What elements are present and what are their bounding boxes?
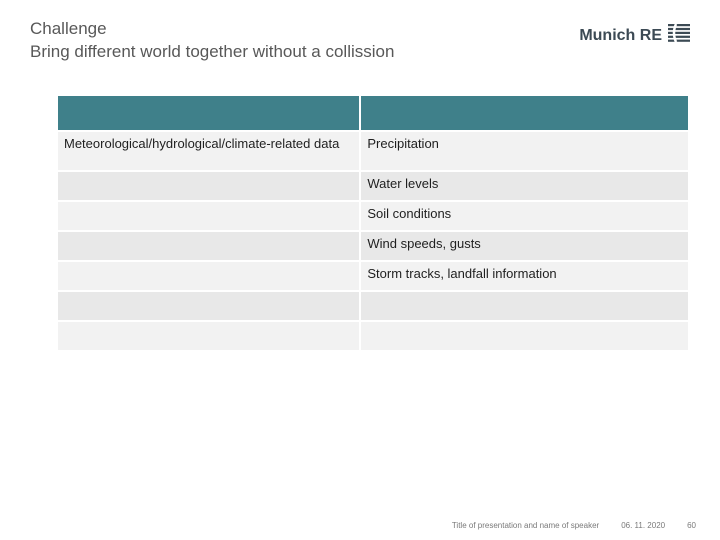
table-cell: Precipitation bbox=[360, 131, 689, 171]
table-cell bbox=[57, 291, 360, 321]
table-row: Wind speeds, gusts bbox=[57, 231, 689, 261]
table-row: Soil conditions bbox=[57, 201, 689, 231]
table-cell bbox=[57, 261, 360, 291]
table-cell: Water levels bbox=[360, 171, 689, 201]
table-row bbox=[57, 321, 689, 351]
table-row: Storm tracks, landfall information bbox=[57, 261, 689, 291]
logo-text: Munich RE bbox=[579, 27, 662, 45]
title-block: Challenge Bring different world together… bbox=[30, 18, 394, 64]
table-cell bbox=[360, 321, 689, 351]
logo-mark-icon bbox=[668, 24, 690, 47]
title-line-1: Challenge bbox=[30, 18, 394, 41]
data-table: Meteorological/hydrological/climate-rela… bbox=[56, 94, 690, 352]
table-cell: Soil conditions bbox=[360, 201, 689, 231]
table-header-cell bbox=[360, 95, 689, 131]
table-cell bbox=[57, 201, 360, 231]
table-cell: Meteorological/hydrological/climate-rela… bbox=[57, 131, 360, 171]
table-row bbox=[57, 291, 689, 321]
slide-header: Challenge Bring different world together… bbox=[0, 0, 720, 64]
table-cell bbox=[57, 171, 360, 201]
table-cell: Wind speeds, gusts bbox=[360, 231, 689, 261]
table-row: Water levels bbox=[57, 171, 689, 201]
table-header-cell bbox=[57, 95, 360, 131]
title-line-2: Bring different world together without a… bbox=[30, 41, 394, 64]
table-cell bbox=[57, 321, 360, 351]
footer-page-number: 60 bbox=[687, 521, 696, 530]
footer-date: 06. 11. 2020 bbox=[621, 521, 665, 530]
logo: Munich RE bbox=[579, 18, 690, 47]
table-cell bbox=[57, 231, 360, 261]
table-container: Meteorological/hydrological/climate-rela… bbox=[0, 64, 720, 352]
table-cell: Storm tracks, landfall information bbox=[360, 261, 689, 291]
table-row: Meteorological/hydrological/climate-rela… bbox=[57, 131, 689, 171]
footer-title: Title of presentation and name of speake… bbox=[452, 521, 599, 530]
table-header-row bbox=[57, 95, 689, 131]
slide-footer: Title of presentation and name of speake… bbox=[452, 521, 696, 530]
table-cell bbox=[360, 291, 689, 321]
